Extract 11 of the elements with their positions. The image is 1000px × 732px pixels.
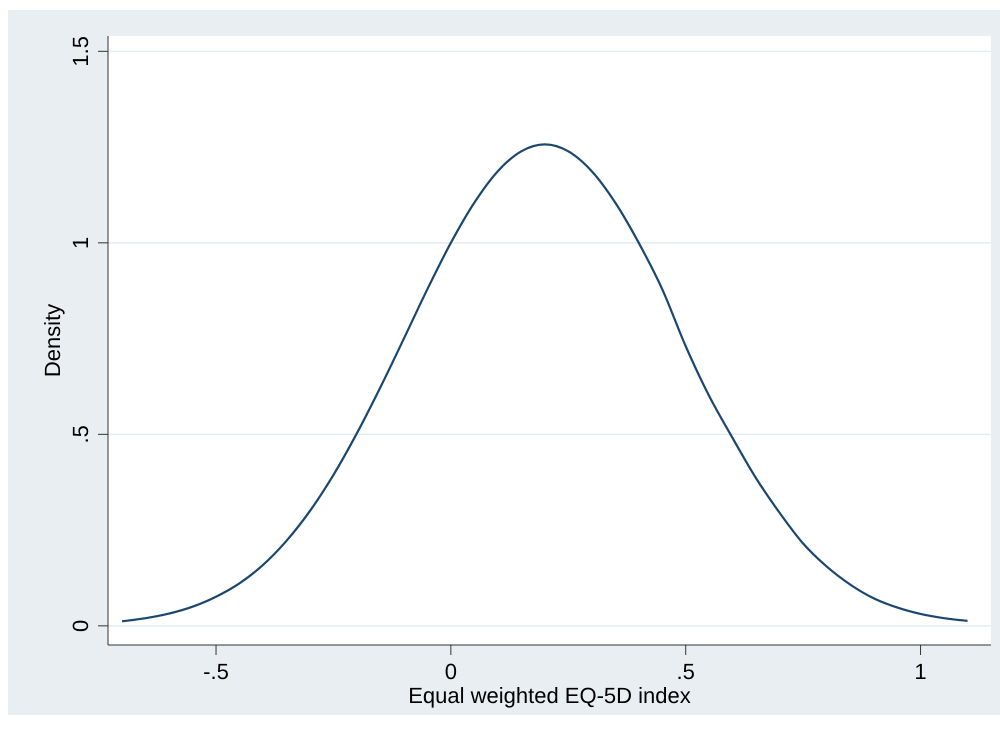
line-series	[120, 143, 969, 622]
y-tick-label: 0	[68, 620, 93, 632]
x-tick-label: -.5	[203, 659, 229, 684]
x-axis-title: Equal weighted EQ-5D index	[408, 683, 691, 708]
y-tick-label: 1.5	[68, 36, 93, 67]
y-axis-title: Density	[40, 304, 65, 378]
y-tick-label: .5	[68, 425, 93, 444]
x-tick-label: 1	[914, 659, 927, 684]
x-tick-label: 0	[444, 659, 457, 684]
x-tick-label: .5	[676, 659, 695, 684]
y-tick-label: 1	[68, 236, 93, 249]
